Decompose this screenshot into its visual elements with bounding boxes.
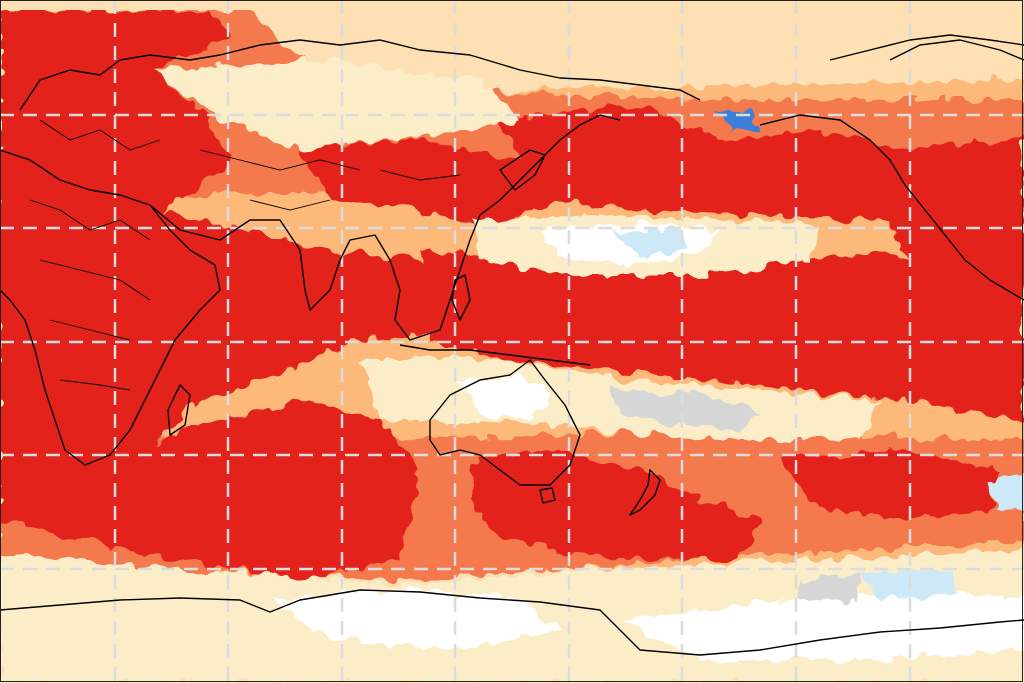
coastline-japan xyxy=(499,149,546,191)
coastline-eurasia-north xyxy=(19,39,701,111)
coastline-tasmania xyxy=(539,487,556,504)
country-borders xyxy=(29,119,461,391)
anomaly-region-lightblue-pacific xyxy=(610,230,690,255)
coastline-antarctica xyxy=(0,589,1024,656)
coastline-greenland xyxy=(889,39,1024,61)
anomaly-region-red-tasman xyxy=(470,450,760,560)
anomaly-region-red-asia xyxy=(300,140,560,230)
coastline-madagascar xyxy=(167,384,191,436)
coastline-africa xyxy=(0,149,221,466)
coastline-philippines xyxy=(451,274,471,321)
coastline-new-zealand xyxy=(629,469,661,516)
anomaly-region-red-south-indian xyxy=(0,400,420,580)
anomaly-field xyxy=(0,10,1024,683)
anomaly-region-red-east-pacific xyxy=(880,140,1024,300)
anomaly-region-red-europe xyxy=(0,10,230,250)
coastline-arabia-india xyxy=(149,204,376,311)
coastline-indonesia xyxy=(399,344,591,366)
coastline-north-america xyxy=(759,114,1024,301)
coastline-australia xyxy=(429,359,581,486)
anomaly-region-lightblue-east xyxy=(990,475,1024,510)
anomaly-region-grey-south-pacific xyxy=(610,390,760,430)
anomaly-region-white-antarctic-east xyxy=(620,590,1024,660)
anomaly-region-red-tropical-pacific xyxy=(420,250,1024,420)
coastline-canada-arctic xyxy=(829,34,1024,61)
anomaly-region-grey-antarctic xyxy=(800,575,860,600)
anomaly-region-white-australia xyxy=(460,375,550,420)
coastlines xyxy=(0,34,1024,656)
anomaly-region-red-south-pacific xyxy=(780,450,1000,520)
coastline-east-asia xyxy=(374,114,621,341)
anomaly-region-cream-central-asia xyxy=(150,60,520,150)
